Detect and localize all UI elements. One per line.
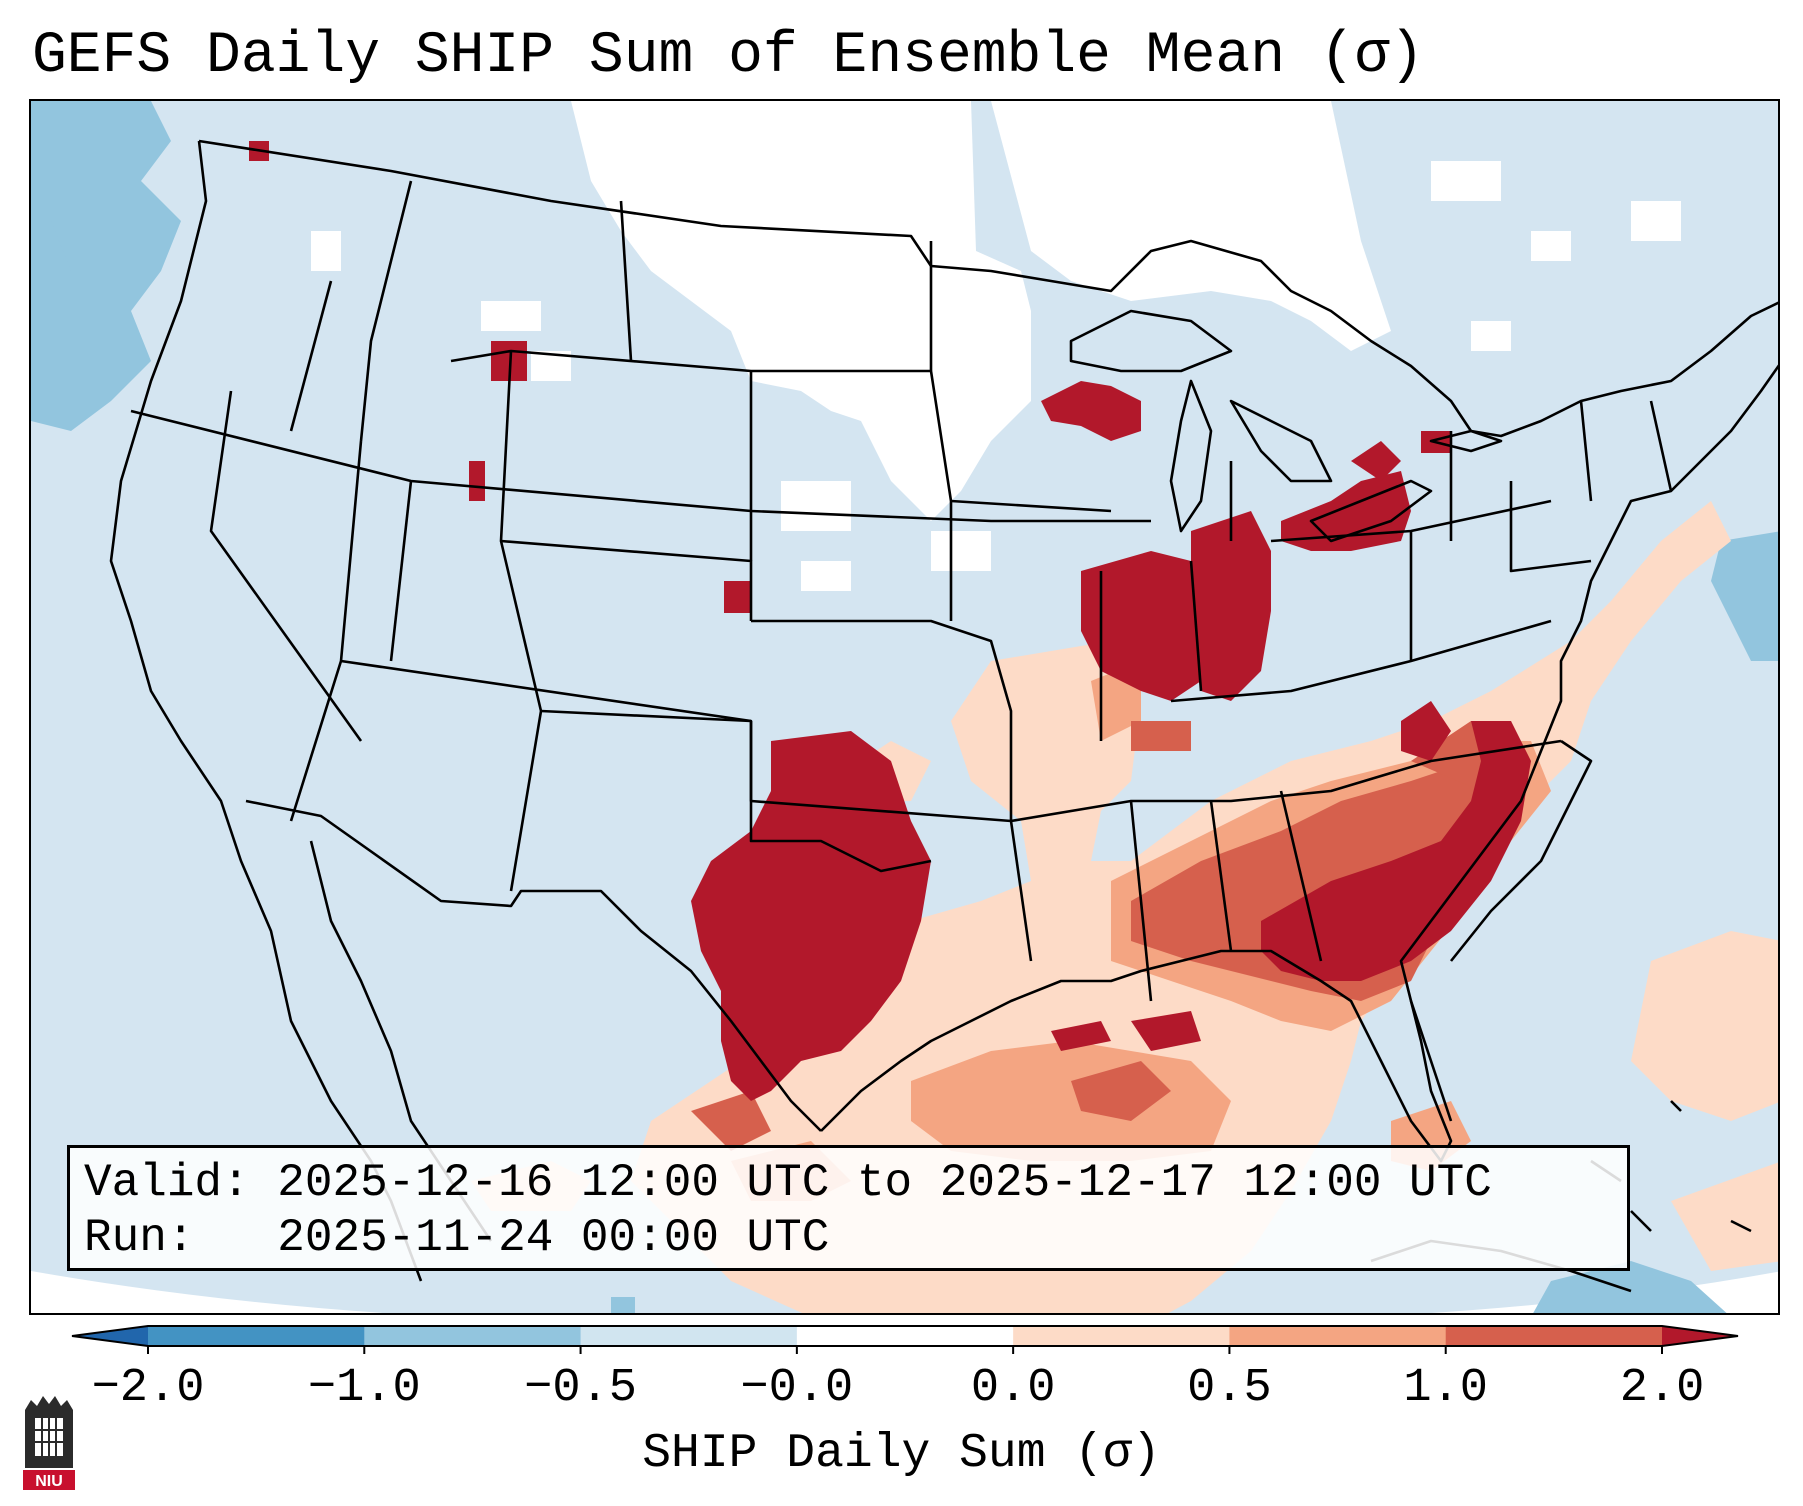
svg-text:NIU: NIU bbox=[35, 1473, 63, 1490]
colorbar-bin bbox=[364, 1326, 582, 1346]
niu-logo: NIU bbox=[23, 1396, 75, 1490]
run-time-value: 2025-11-24 00:00 UTC bbox=[277, 1212, 830, 1264]
colorbar-tick-label: 1.0 bbox=[1403, 1362, 1489, 1415]
valid-label: Valid: bbox=[84, 1157, 250, 1209]
colorbar-tick-label: −1.0 bbox=[307, 1362, 421, 1415]
valid-time-value: 2025-12-16 12:00 UTC to 2025-12-17 12:00… bbox=[277, 1157, 1492, 1209]
colorbar-extend-high bbox=[1662, 1326, 1738, 1346]
colorbar-bin bbox=[580, 1326, 798, 1346]
colorbar-tick-label: 0.0 bbox=[970, 1362, 1056, 1415]
validity-info-box: Valid: 2025-12-16 12:00 UTC to 2025-12-1… bbox=[67, 1145, 1630, 1271]
colorbar-bin bbox=[1445, 1326, 1663, 1346]
colorbar-tick-label: 0.5 bbox=[1187, 1362, 1272, 1415]
valid-time-row: Valid: 2025-12-16 12:00 UTC to 2025-12-1… bbox=[84, 1156, 1613, 1211]
field-near-zero bbox=[311, 101, 1681, 591]
colorbar-tick-label: 2.0 bbox=[1619, 1362, 1705, 1415]
colorbar-bin bbox=[1013, 1326, 1230, 1346]
colorbar-bin bbox=[1229, 1326, 1447, 1346]
colorbar-tick-label: −2.0 bbox=[91, 1362, 205, 1415]
colorbar bbox=[71, 1325, 1739, 1354]
colorbar-label: SHIP Daily Sum (σ) bbox=[642, 1427, 1161, 1481]
colorbar-bin bbox=[796, 1326, 1014, 1346]
run-label: Run: bbox=[84, 1212, 195, 1264]
colorbar-tick-label: −0.0 bbox=[740, 1362, 854, 1415]
map-title: GEFS Daily SHIP Sum of Ensemble Mean (σ) bbox=[32, 24, 1425, 89]
colorbar-tick-label: −0.5 bbox=[524, 1362, 637, 1415]
ship-map bbox=[31, 101, 1778, 1313]
colorbar-extend-low bbox=[72, 1326, 148, 1346]
colorbar-bin bbox=[148, 1326, 365, 1346]
field-medium-blue bbox=[31, 101, 1778, 1313]
map-panel: Valid: 2025-12-16 12:00 UTC to 2025-12-1… bbox=[29, 99, 1780, 1315]
run-time-row: Run: 2025-11-24 00:00 UTC bbox=[84, 1211, 1613, 1266]
political-boundaries bbox=[109, 139, 1778, 1293]
